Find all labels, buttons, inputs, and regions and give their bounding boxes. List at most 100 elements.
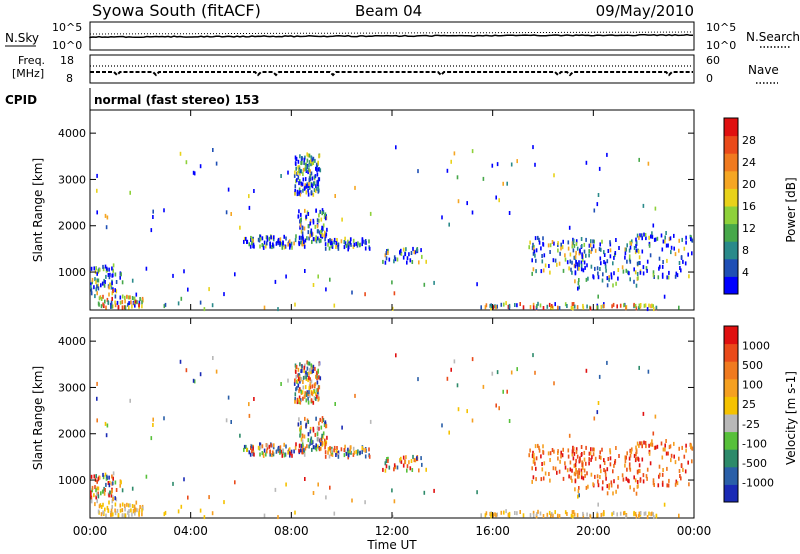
velocity-cell [578, 474, 580, 479]
power-cell [352, 238, 355, 243]
velocity-cell [544, 471, 547, 476]
velocity-cell [615, 446, 617, 450]
power-cell [533, 244, 535, 249]
velocity-cell [554, 510, 556, 515]
power-cell [610, 272, 613, 277]
velocity-cell [333, 448, 335, 453]
power-cell [578, 285, 580, 290]
velocity-cell [331, 446, 333, 451]
power-cell [294, 238, 297, 243]
power-cell [321, 232, 324, 237]
velocity-cell [489, 511, 491, 516]
power-cell [364, 292, 366, 297]
velocity-cell [673, 441, 675, 446]
velocity-cell [139, 505, 141, 509]
velocity-cell [294, 446, 297, 451]
velocity-cell [299, 362, 301, 367]
velocity-cell [307, 392, 310, 397]
velocity-cell [630, 449, 633, 454]
power-colorbar-tick: 8 [742, 244, 749, 257]
power-cell [104, 280, 106, 284]
power-cell [409, 258, 412, 263]
power-colorbar-segment [724, 223, 738, 242]
power-cell [295, 156, 298, 161]
power-cell [589, 306, 592, 311]
power-cell [418, 260, 420, 265]
power-cell [552, 305, 554, 310]
velocity-cell [391, 488, 393, 493]
power-cell [597, 193, 600, 197]
power-cell [644, 233, 647, 237]
velocity-cell [295, 364, 298, 369]
velocity-cell [396, 465, 399, 470]
power-cell [337, 246, 340, 251]
power-cell [291, 245, 293, 250]
velocity-cell [598, 455, 601, 460]
power-cell [227, 187, 230, 192]
power-cell [309, 233, 311, 238]
velocity-cell [111, 499, 114, 504]
velocity-cell [607, 457, 610, 461]
velocity-cell [275, 449, 278, 454]
power-cell [448, 222, 450, 227]
power-cell [275, 241, 278, 246]
velocity-cell [121, 508, 124, 513]
power-cell [384, 253, 387, 258]
power-cell [552, 258, 555, 263]
power-cell [320, 217, 323, 222]
velocity-cell [303, 434, 306, 439]
velocity-cell [496, 370, 499, 375]
velocity-cell [111, 474, 113, 479]
velocity-cell [96, 486, 98, 491]
power-cell [357, 241, 359, 246]
velocity-cell [540, 477, 543, 482]
power-cell [510, 162, 513, 167]
velocity-cell [552, 466, 555, 471]
velocity-cell [572, 514, 574, 519]
velocity-cell [587, 484, 589, 489]
velocity-cell [323, 423, 326, 427]
power-cell [607, 249, 610, 253]
velocity-cell [592, 452, 595, 457]
velocity-cell [361, 450, 363, 455]
velocity-cell [606, 360, 608, 365]
velocity-cell [100, 512, 103, 517]
velocity-cell [203, 515, 206, 520]
velocity-cell [406, 468, 408, 473]
velocity-cell [112, 512, 114, 517]
velocity-cell [102, 510, 104, 515]
power-cell [393, 255, 396, 260]
velocity-cell [495, 403, 497, 408]
power-cell [532, 251, 535, 256]
power-cell [307, 192, 310, 197]
velocity-cell [568, 474, 570, 479]
velocity-cell [656, 444, 659, 449]
power-cell [404, 252, 407, 257]
power-cell [91, 280, 93, 285]
power-cell [680, 255, 683, 260]
power-ytick-label: 3000 [58, 173, 86, 186]
velocity-cell [577, 489, 580, 494]
velocity-cell [562, 476, 565, 481]
power-cell [531, 258, 533, 263]
power-cell [306, 236, 308, 241]
power-cell [532, 267, 535, 272]
velocity-cell [640, 441, 643, 446]
velocity-cell [637, 469, 640, 474]
velocity-cell [321, 419, 323, 424]
velocity-cell [121, 513, 124, 518]
velocity-cell [651, 439, 653, 444]
power-cell [307, 184, 310, 189]
power-cell [95, 287, 97, 292]
power-cell [347, 243, 349, 248]
velocity-cell [331, 448, 333, 453]
velocity-cell [680, 476, 682, 481]
velocity-cell [532, 475, 535, 480]
power-cell [107, 300, 110, 305]
power-cell [307, 212, 310, 216]
power-cell [666, 258, 668, 263]
power-cell [577, 266, 579, 271]
velocity-cell [388, 465, 391, 470]
velocity-cell [441, 423, 443, 428]
